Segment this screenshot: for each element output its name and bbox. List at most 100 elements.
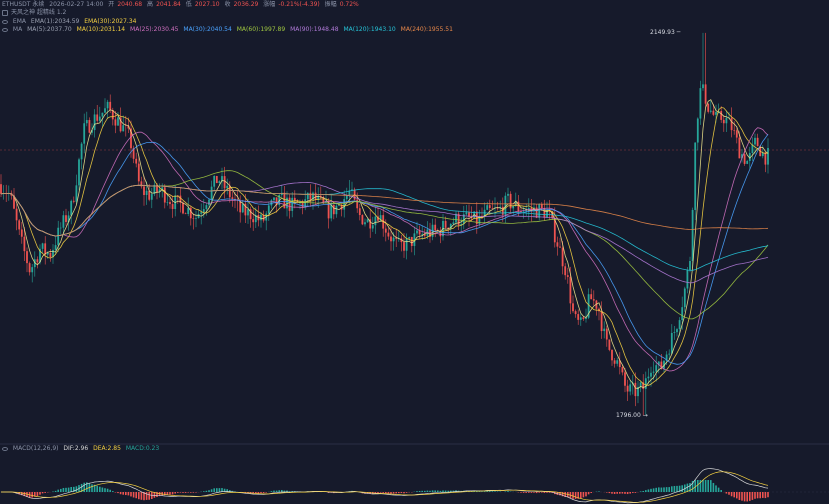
candle-body [314,192,317,201]
ma25-value: MA(25):2030.45 [130,26,179,33]
ma240-line [0,184,769,237]
ma-label[interactable]: MA [12,26,23,33]
candle-body [585,317,587,319]
macd-bar [710,480,712,492]
candle-body [689,260,691,271]
candle-body [166,202,169,203]
candle-body [210,186,213,200]
candle-body [62,215,65,228]
macd-bar [270,491,273,492]
candle-body [192,218,195,219]
macd-bar [177,492,179,493]
candle-body [663,360,665,369]
eye-icon[interactable] [2,446,8,451]
candle-body [184,213,187,215]
candle-body [496,207,499,209]
candle-body [676,329,678,333]
macd-bar [494,491,496,492]
macd-bar [429,490,431,492]
macd-bar [736,492,738,499]
candle-body [655,365,658,372]
macd-bar [681,485,683,492]
macd-bar [702,480,704,492]
macd-bar [275,490,278,492]
candle-body [228,185,231,198]
macd-bar [715,485,717,492]
candle-body [650,372,652,377]
macd-bar [208,490,210,492]
indicator-name[interactable]: 天风之神 超精线 1.2 [11,9,67,16]
candle-body [670,333,673,354]
candle-body [608,339,611,350]
candle-body [330,204,333,219]
macd-bar [652,488,655,492]
candle-body [91,130,93,133]
ma120-value: MA(120):1943.10 [343,26,396,33]
dif-line [1,468,769,504]
candle-body [486,205,489,210]
candle-body [20,229,23,237]
candle-body [288,197,291,211]
macd-bar [93,484,96,492]
candle-body [478,215,481,224]
macd-bar [629,492,631,494]
macd-bar [486,491,488,492]
header-line-4: MA MA(5):2037.70 MA(10):2031.14 MA(25):2… [2,26,456,34]
candle-body [358,208,361,216]
macd-bar [158,492,161,497]
open-label: 开 [108,1,115,8]
candle-body [488,205,491,209]
macd-bar [398,492,400,494]
macd-bar [598,491,600,492]
candle-body [686,270,689,289]
macd-bar [281,489,283,492]
candle-body [665,354,668,361]
macd-bar [551,492,553,493]
candle-body [140,181,143,187]
candle-body [395,237,398,239]
candle-body [158,189,161,193]
macd-bar [632,492,634,493]
candle-body [743,154,746,164]
macd-bar [83,482,85,492]
macd-bar [559,492,561,496]
ema-label[interactable]: EMA [12,18,26,25]
macd-bar [507,491,509,492]
macd-bar [273,490,275,492]
macd-bar [379,492,382,493]
candle-body [98,116,101,121]
macd-bar [655,487,657,492]
macd-bar [465,490,468,492]
eye-icon[interactable] [2,27,8,32]
macd-bar [639,491,642,492]
candle-body [343,199,346,210]
macd-bar [374,492,377,494]
candle-body [67,215,70,222]
ma25-line [0,127,769,372]
candle-body [291,197,294,211]
high-value: 2041.84 [156,1,181,8]
macd-bar [166,492,169,495]
macd-bar [91,484,93,492]
candle-body [761,152,764,157]
macd-bar [699,480,702,492]
macd-bar [585,492,587,497]
macd-bar [262,492,265,494]
macd-bar [439,490,442,492]
macd-bar [125,492,127,496]
eye-icon[interactable] [2,19,8,24]
macd-bar [36,492,39,496]
macd-bar [665,487,668,492]
macd-bar [528,492,530,493]
ma60-value: MA(60):1997.89 [236,26,286,33]
candle-body [748,153,751,161]
macd-bar [192,492,195,493]
close-value: 2036.29 [233,1,259,8]
macd-label[interactable]: MACD(12,26,9) [12,445,59,452]
indicator-icon[interactable] [2,9,8,16]
candle-body [605,328,608,340]
symbol-label[interactable]: ETHUSDT 永续 [2,1,45,8]
macd-bar [426,490,429,492]
macd-bar [182,492,184,493]
